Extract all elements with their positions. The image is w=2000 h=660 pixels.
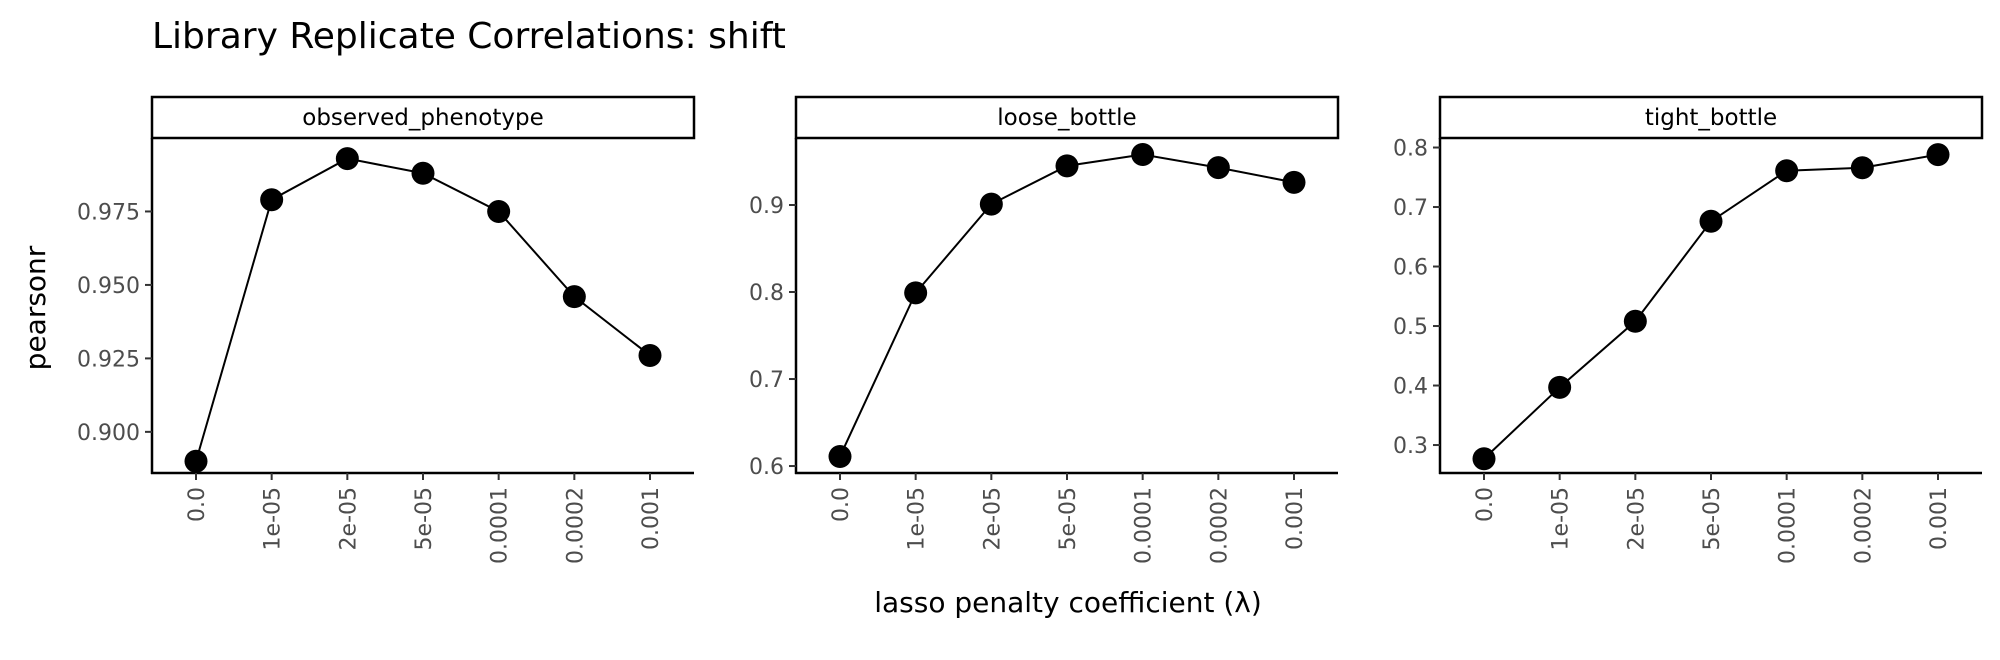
x-tick-label: 0.001 — [1283, 487, 1308, 550]
data-point — [1055, 154, 1079, 178]
facet-strip-label: tight_bottle — [1645, 105, 1777, 131]
data-point — [184, 449, 208, 473]
x-tick-label: 0.001 — [639, 487, 664, 550]
x-tick-label: 2e-05 — [336, 487, 361, 550]
x-tick-label: 0.0 — [829, 487, 854, 522]
data-point — [979, 192, 1003, 216]
y-tick-label: 0.900 — [77, 421, 140, 446]
y-tick-label: 0.8 — [749, 281, 784, 306]
data-point — [487, 199, 511, 223]
x-tick-label: 0.0002 — [1207, 487, 1232, 564]
x-tick-label: 0.0002 — [563, 487, 588, 564]
data-point — [1775, 159, 1799, 183]
y-axis-label: pearsonr — [19, 245, 52, 370]
x-tick-label: 1e-05 — [1549, 487, 1574, 550]
data-point — [1548, 375, 1572, 399]
data-point — [828, 444, 852, 468]
x-tick-label: 1e-05 — [261, 487, 286, 550]
x-tick-label: 2e-05 — [1624, 487, 1649, 550]
chart-title: Library Replicate Correlations: shift — [152, 16, 786, 57]
y-tick-label: 0.7 — [749, 368, 784, 393]
x-tick-label: 5e-05 — [1700, 487, 1725, 550]
data-point — [411, 161, 435, 185]
facet-panel-loose_bottle: loose_bottle 0.6 0.7 0.8 0.9 0.0 1e-05 2e-05 5e-… — [749, 95, 1340, 564]
x-tick-label: 0.0001 — [488, 487, 513, 564]
facet-panel-observed_phenotype: observed_phenotype 0.900 0.925 0.950 0.975 0.… — [77, 95, 696, 564]
y-tick-label: 0.5 — [1393, 315, 1428, 340]
facet-strip — [1438, 95, 1984, 140]
x-tick-label: 0.001 — [1927, 487, 1952, 550]
data-point — [1206, 156, 1230, 180]
x-tick-label: 0.0 — [185, 487, 210, 522]
x-axis-label: lasso penalty coefficient (λ) — [874, 586, 1262, 619]
y-tick-label: 0.925 — [77, 347, 140, 372]
facet-strip-label: loose_bottle — [997, 105, 1136, 131]
x-tick-label: 1e-05 — [905, 487, 930, 550]
x-tick-label: 0.0001 — [1132, 487, 1157, 564]
data-point — [1926, 143, 1950, 167]
y-tick-label: 0.7 — [1393, 196, 1428, 221]
facet-strip — [150, 95, 696, 140]
y-tick-label: 0.4 — [1393, 375, 1428, 400]
y-tick-label: 0.8 — [1393, 137, 1428, 162]
data-point — [1472, 447, 1496, 471]
data-point — [1282, 170, 1306, 194]
data-point — [1623, 309, 1647, 333]
series-line — [1483, 153, 1939, 460]
facet-strip — [794, 95, 1340, 140]
y-tick-label: 0.975 — [77, 200, 140, 225]
y-tick-label: 0.9 — [749, 194, 784, 219]
data-point — [260, 188, 284, 212]
y-tick-label: 0.6 — [749, 455, 784, 480]
facet-panels: observed_phenotype 0.900 0.925 0.950 0.975 0.… — [77, 95, 1984, 564]
y-tick-label: 0.6 — [1393, 256, 1428, 281]
data-point — [638, 343, 662, 367]
data-point — [562, 285, 586, 309]
x-tick-label: 5e-05 — [412, 487, 437, 550]
facet-panel-tight_bottle: tight_bottle 0.3 0.4 0.5 0.6 0.7 0.8 0.0 1e-05 2e… — [1393, 95, 1984, 564]
data-point — [1699, 209, 1723, 233]
x-tick-label: 0.0 — [1473, 487, 1498, 522]
series-line — [839, 153, 1295, 457]
x-tick-label: 0.0002 — [1851, 487, 1876, 564]
data-point — [1131, 143, 1155, 167]
x-tick-label: 2e-05 — [980, 487, 1005, 550]
x-tick-label: 5e-05 — [1056, 487, 1081, 550]
x-tick-label: 0.0001 — [1776, 487, 1801, 564]
y-tick-label: 0.950 — [77, 274, 140, 299]
data-point — [335, 147, 359, 171]
data-point — [1850, 156, 1874, 180]
y-tick-label: 0.3 — [1393, 434, 1428, 459]
data-point — [904, 281, 928, 305]
facet-strip-label: observed_phenotype — [302, 105, 543, 131]
